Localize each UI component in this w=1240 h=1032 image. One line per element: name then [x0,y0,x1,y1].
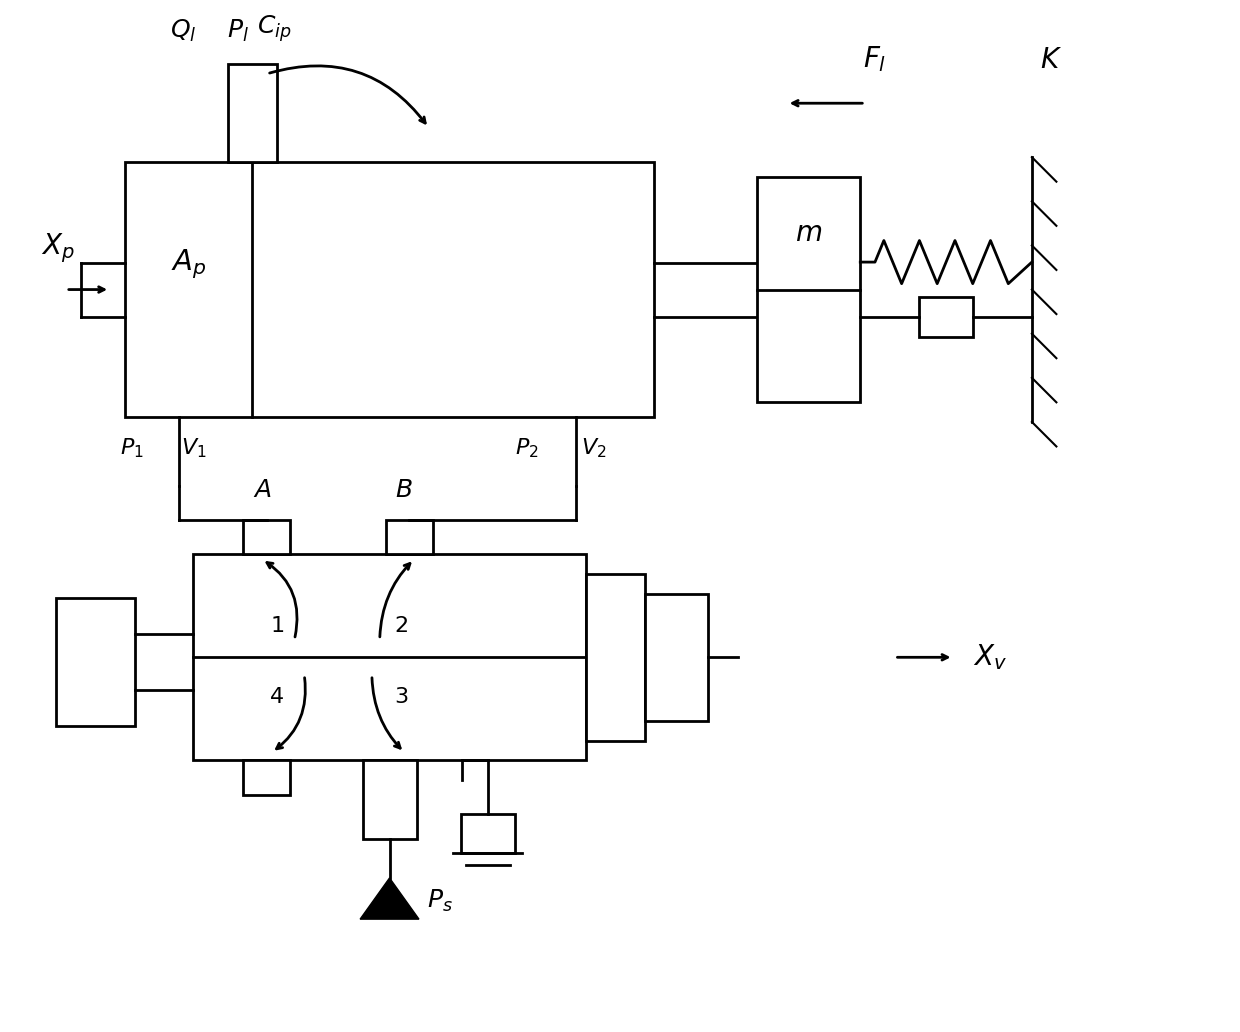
Text: $4$: $4$ [269,686,284,707]
Bar [645,593,708,721]
Text: $X_v$: $X_v$ [973,642,1007,672]
Text: $B$: $B$ [396,479,413,503]
Bar [585,574,645,741]
Text: $m$: $m$ [795,219,822,248]
Text: $1$: $1$ [270,616,284,636]
Text: $3$: $3$ [394,686,408,707]
Bar [460,814,515,853]
Text: $P_s$: $P_s$ [427,888,453,914]
Bar [125,162,655,417]
Bar [758,176,861,402]
Text: $V_2$: $V_2$ [580,437,606,460]
Bar [362,761,417,839]
Text: $X_p$: $X_p$ [41,231,76,265]
Text: $C_{ip}$: $C_{ip}$ [257,13,291,44]
Bar [919,297,973,336]
Bar [56,599,135,725]
Text: $P_1$: $P_1$ [120,437,144,460]
Bar [243,520,290,554]
Bar [386,520,433,554]
Text: $Q_l$: $Q_l$ [170,19,197,44]
Bar [193,554,585,761]
Polygon shape [360,878,419,920]
Text: $K$: $K$ [1040,45,1063,74]
Text: $A_p$: $A_p$ [171,248,206,281]
Text: $2$: $2$ [394,616,408,636]
Text: $V_1$: $V_1$ [181,437,206,460]
Text: $A$: $A$ [253,479,272,503]
Text: $P_2$: $P_2$ [515,437,538,460]
Text: $P_l$: $P_l$ [227,19,248,44]
Text: $F_l$: $F_l$ [863,44,887,74]
Bar [243,761,290,795]
Bar [228,64,277,162]
